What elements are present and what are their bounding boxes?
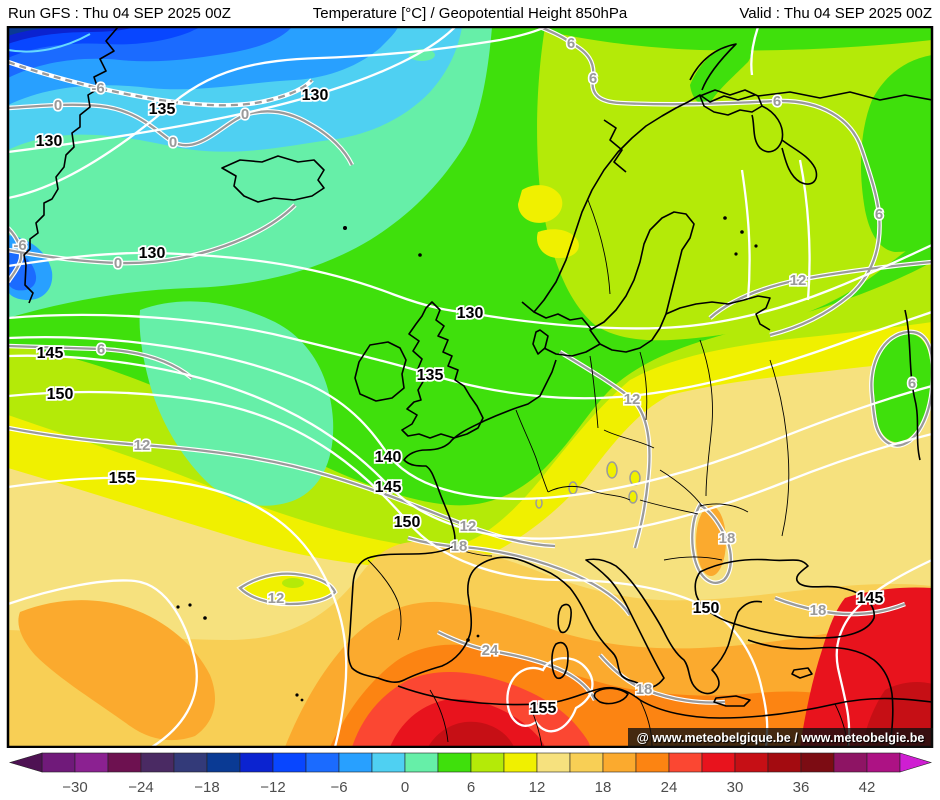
- contour-label: 135: [417, 367, 444, 384]
- contour-label: 18: [719, 530, 736, 547]
- colorbar-left-arrow: [10, 753, 42, 772]
- colorbar-segment: [42, 753, 75, 772]
- contour-label: 140: [375, 449, 402, 466]
- colorbar-segment: [570, 753, 603, 772]
- contour-label: 12: [460, 518, 477, 535]
- header-bar: Run GFS : Thu 04 SEP 2025 00Z Temperatur…: [0, 0, 940, 26]
- contour-label: 12: [624, 391, 641, 408]
- colorbar-segment: [108, 753, 141, 772]
- contour-label: 155: [109, 470, 136, 487]
- contour-label: 0: [54, 97, 62, 114]
- watermark: @ www.meteobelgique.be / www.meteobelgie…: [628, 728, 933, 748]
- colorbar-segment: [438, 753, 471, 772]
- colorbar-segment: [471, 753, 504, 772]
- fill-azores-pocket-green: [282, 578, 304, 588]
- contour-label: 6: [589, 70, 597, 87]
- contour-label: 130: [302, 87, 329, 104]
- colorbar-segment: [735, 753, 768, 772]
- colorbar-tick-label: 24: [661, 779, 678, 796]
- contour-label: 145: [857, 590, 884, 607]
- map-layers: -6 0 0 0 -6 0 6 6 6 6 12 6 12 12 6 12 18 18 12 24 18 18 130 13…: [8, 26, 933, 748]
- colorbar-segment: [834, 753, 867, 772]
- contour-label: 0: [241, 106, 249, 123]
- colorbar-tick-label: 30: [727, 779, 744, 796]
- colorbar-tick-label: 6: [467, 779, 475, 796]
- page-title: Temperature [°C] / Geopotential Height 8…: [313, 5, 628, 22]
- contour-label: 12: [134, 437, 151, 454]
- run-label: Run GFS : Thu 04 SEP 2025 00Z: [8, 5, 231, 22]
- contour-label: 18: [810, 602, 827, 619]
- contour-label: 18: [636, 681, 653, 698]
- contour-label: -6: [91, 80, 104, 97]
- contour-label: 150: [693, 600, 720, 617]
- colorbar-segment: [867, 753, 900, 772]
- colorbar-tick-label: −12: [260, 779, 285, 796]
- colorbar-segment: [339, 753, 372, 772]
- contour-label: 150: [394, 514, 421, 531]
- colorbar-tick-label: −6: [330, 779, 347, 796]
- contour-label: 6: [773, 93, 781, 110]
- colorbar-segment: [504, 753, 537, 772]
- contour-label: 130: [457, 305, 484, 322]
- contour-label: 150: [47, 386, 74, 403]
- contour-label: 6: [875, 206, 883, 223]
- colorbar-tick-label: −18: [194, 779, 219, 796]
- colorbar-tick-label: −30: [62, 779, 87, 796]
- contour-label: 0: [169, 134, 177, 151]
- contour-label: 6: [567, 35, 575, 52]
- contour-label: 155: [530, 700, 557, 717]
- colorbar-tick-label: 12: [529, 779, 546, 796]
- colorbar-segment: [141, 753, 174, 772]
- contour-label: 6: [97, 341, 105, 358]
- colorbar-segment: [372, 753, 405, 772]
- colorbar-segment: [669, 753, 702, 772]
- contour-label: 18: [451, 538, 468, 555]
- contour-label: 135: [149, 101, 176, 118]
- contour-label: 130: [36, 133, 63, 150]
- contour-label: 145: [37, 345, 64, 362]
- contour-label: -6: [13, 237, 26, 254]
- colorbar-segment: [240, 753, 273, 772]
- map-canvas: -6 0 0 0 -6 0 6 6 6 6 12 6 12 12 6 12 18 18 12 24 18 18 130 13…: [0, 26, 940, 748]
- colorbar-tick-label: 18: [595, 779, 612, 796]
- colorbar-tick-label: −24: [128, 779, 153, 796]
- colorbar-segment: [537, 753, 570, 772]
- contour-label: 0: [114, 255, 122, 272]
- colorbar-segment: [603, 753, 636, 772]
- valid-label: Valid : Thu 04 SEP 2025 00Z: [739, 5, 932, 22]
- contour-label: 145: [375, 479, 402, 496]
- contour-label: 6: [908, 375, 916, 392]
- colorbar-segment: [207, 753, 240, 772]
- colorbar-segment: [273, 753, 306, 772]
- colorbar-segment: [636, 753, 669, 772]
- colorbar-tick-label: 42: [859, 779, 876, 796]
- colorbar-tick-label: 36: [793, 779, 810, 796]
- colorbar-segment: [174, 753, 207, 772]
- colorbar-segment: [768, 753, 801, 772]
- colorbar-segment: [702, 753, 735, 772]
- contour-label: 12: [268, 590, 285, 607]
- colorbar: −30 −24 −18 −12 −6 0 6 12 18 24 30 36 42: [0, 748, 940, 800]
- weather-map-page: Run GFS : Thu 04 SEP 2025 00Z Temperatur…: [0, 0, 940, 800]
- colorbar-segment: [75, 753, 108, 772]
- colorbar-segment: [405, 753, 438, 772]
- colorbar-segment: [801, 753, 834, 772]
- contour-label: 24: [482, 642, 499, 659]
- contour-label: 130: [139, 245, 166, 262]
- colorbar-tick-label: 0: [401, 779, 409, 796]
- colorbar-segment: [306, 753, 339, 772]
- contour-label: 12: [790, 272, 807, 289]
- colorbar-right-arrow: [900, 753, 931, 772]
